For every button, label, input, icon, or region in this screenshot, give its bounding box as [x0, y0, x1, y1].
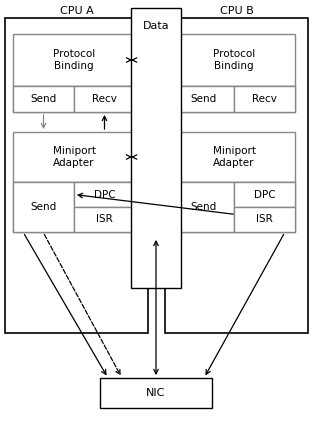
Bar	[234, 207, 295, 232]
Text: Send: Send	[30, 202, 57, 212]
Bar	[74, 86, 135, 112]
Text: ISR: ISR	[96, 215, 113, 224]
Bar	[173, 86, 234, 112]
Bar	[74, 182, 135, 207]
Text: DPC: DPC	[254, 189, 275, 200]
Text: Send: Send	[30, 94, 57, 104]
Bar	[13, 182, 74, 232]
Bar	[173, 34, 295, 86]
Bar	[173, 182, 234, 232]
Bar	[234, 86, 295, 112]
Bar	[5, 18, 148, 333]
Bar	[173, 182, 295, 232]
Bar	[234, 182, 295, 207]
Text: CPU A: CPU A	[59, 6, 93, 16]
Bar	[13, 86, 135, 112]
Text: Miniport
Adapter: Miniport Adapter	[213, 146, 255, 168]
Bar	[100, 378, 212, 408]
Text: DPC: DPC	[94, 189, 115, 200]
Bar	[165, 18, 308, 333]
Text: NIC: NIC	[146, 388, 166, 398]
Text: Miniport
Adapter: Miniport Adapter	[53, 146, 95, 168]
Text: ISR: ISR	[256, 215, 273, 224]
Text: Send: Send	[190, 202, 217, 212]
Bar	[13, 132, 135, 182]
Bar	[131, 8, 181, 288]
Text: Protocol
Binding: Protocol Binding	[53, 49, 95, 71]
Text: CPU B: CPU B	[220, 6, 254, 16]
Bar	[13, 86, 74, 112]
Bar	[13, 34, 135, 86]
Bar	[13, 182, 135, 232]
Bar	[74, 207, 135, 232]
Text: Send: Send	[190, 94, 217, 104]
Text: Recv: Recv	[252, 94, 277, 104]
Bar	[173, 86, 295, 112]
Text: Recv: Recv	[92, 94, 117, 104]
Bar	[173, 132, 295, 182]
Text: Data: Data	[143, 21, 169, 31]
Text: Protocol
Binding: Protocol Binding	[213, 49, 255, 71]
